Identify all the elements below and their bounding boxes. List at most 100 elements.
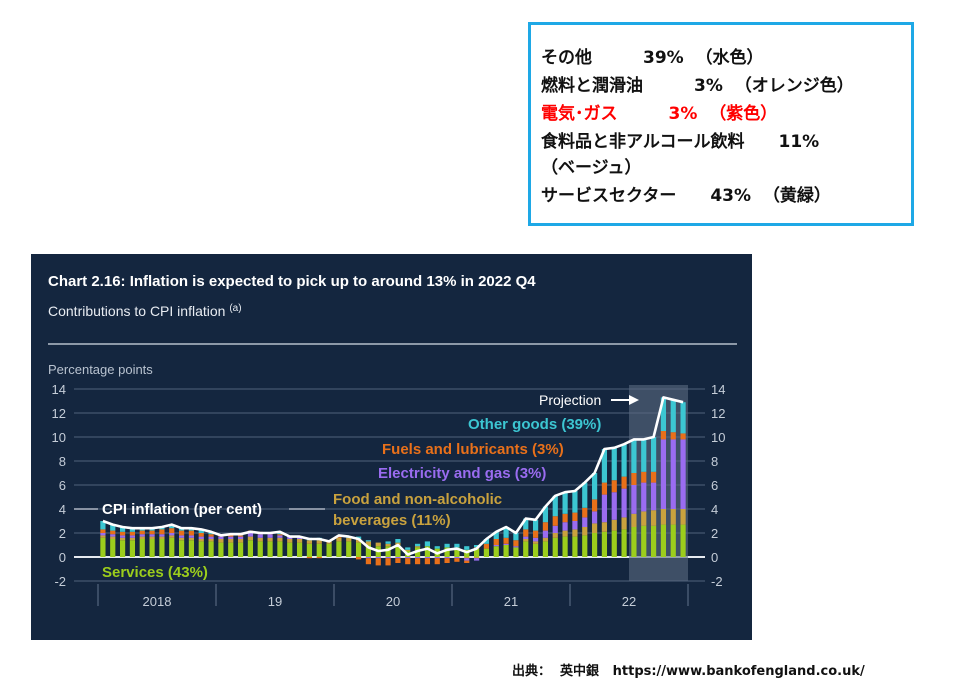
bar-segment xyxy=(621,444,627,477)
bar-segment xyxy=(385,546,391,557)
food-label: Food and non-alcoholic xyxy=(333,491,502,508)
bar-segment xyxy=(277,534,283,536)
bar-segment xyxy=(552,516,558,526)
bar-segment xyxy=(454,547,460,557)
bar-segment xyxy=(267,537,273,542)
bar-segment xyxy=(483,539,490,544)
bar-segment xyxy=(631,513,637,527)
bar-segment xyxy=(178,540,185,557)
bar-segment xyxy=(149,539,155,557)
bar-segment xyxy=(641,511,647,526)
bar-segment xyxy=(159,536,165,539)
bar-segment xyxy=(188,537,195,541)
bar-segment xyxy=(611,480,617,493)
bar-segment xyxy=(631,527,637,557)
bar-segment xyxy=(680,402,686,434)
bar-segment xyxy=(355,542,362,557)
bar-segment xyxy=(405,558,411,565)
food-label-line2: beverages (11%) xyxy=(333,512,451,529)
bar-segment xyxy=(129,537,136,541)
bar-segment xyxy=(660,524,667,557)
bar-segment xyxy=(100,535,106,538)
bar-segment xyxy=(650,482,657,511)
bar-segment xyxy=(641,439,647,472)
annotation-box: その他 39% （水色） 燃料と潤滑油 3% （オレンジ色） 電気･ガス 3% … xyxy=(528,22,914,226)
bar-segment xyxy=(542,506,549,523)
bar-segment xyxy=(247,536,254,541)
bar-segment xyxy=(572,521,578,530)
bar-segment xyxy=(542,537,549,542)
x-tick-label: 2018 xyxy=(143,594,172,609)
note-food: 食料品と非アルコール飲料 11% xyxy=(541,132,820,152)
bar-segment xyxy=(346,541,352,557)
y-tick-label-right: 12 xyxy=(711,406,725,421)
x-tick-label: 20 xyxy=(386,594,400,609)
bar-segment xyxy=(247,533,254,537)
bar-segment xyxy=(110,524,116,531)
bar-segment xyxy=(454,557,460,559)
x-tick-label: 19 xyxy=(268,594,282,609)
bar-segment xyxy=(414,546,421,548)
bar-segment xyxy=(129,540,136,557)
bar-segment xyxy=(208,534,214,537)
bar-segment xyxy=(139,539,145,557)
bar-segment xyxy=(444,547,450,557)
bar-segment xyxy=(601,522,608,532)
bar-segment xyxy=(611,530,617,557)
bar-segment xyxy=(601,482,608,495)
bar-segment xyxy=(119,531,126,536)
bar-segment xyxy=(464,546,470,550)
bar-segment xyxy=(464,557,470,559)
bar-segment xyxy=(660,397,667,431)
bar-segment xyxy=(100,521,106,530)
bar-segment xyxy=(139,536,145,539)
bar-segment xyxy=(169,524,175,529)
bar-segment xyxy=(198,536,204,539)
bar-segment xyxy=(503,527,509,538)
bar-segment xyxy=(129,528,136,532)
y-tick-label-left: 8 xyxy=(59,454,66,469)
bar-segment xyxy=(582,535,588,557)
bar-segment xyxy=(129,535,136,538)
note-services: サービスセクター 43% （黄緑） xyxy=(541,186,831,206)
y-tick-label-left: 12 xyxy=(52,406,66,421)
bar-segment xyxy=(572,512,578,521)
bar-segment xyxy=(218,536,224,539)
bar-segment xyxy=(631,473,637,485)
bar-segment xyxy=(296,542,303,557)
footnote-marker: (a) xyxy=(229,303,241,314)
bar-segment xyxy=(405,547,411,550)
bar-segment xyxy=(532,537,539,542)
bar-segment xyxy=(582,507,588,518)
bar-segment xyxy=(178,537,185,541)
bar-segment xyxy=(395,558,401,563)
bar-segment xyxy=(405,549,411,551)
bar-segment xyxy=(454,543,460,548)
bar-segment xyxy=(326,543,332,557)
bar-segment xyxy=(582,517,588,527)
bar-segment xyxy=(464,560,470,563)
bar-segment xyxy=(523,536,529,539)
bar-segment xyxy=(670,524,676,557)
bar-segment xyxy=(454,558,460,562)
bar-segment xyxy=(552,525,558,533)
bar-segment xyxy=(257,541,263,557)
bar-segment xyxy=(208,536,214,539)
chart: Chart 2.16: Inflation is expected to pic… xyxy=(48,273,737,609)
bar-segment xyxy=(237,535,244,537)
fuels-label: Fuels and lubricants (3%) xyxy=(382,441,564,458)
bar-segment xyxy=(188,535,195,538)
bar-segment xyxy=(670,432,676,440)
bar-segment xyxy=(346,537,352,542)
bar-segment xyxy=(424,546,431,557)
bar-segment xyxy=(365,557,372,559)
bar-segment xyxy=(119,535,126,538)
bar-segment xyxy=(572,491,578,513)
bar-segment xyxy=(552,537,558,557)
bar-segment xyxy=(110,536,116,539)
bar-segment xyxy=(591,533,598,557)
cpi-label: CPI inflation (per cent) xyxy=(102,501,262,518)
bar-segment xyxy=(493,531,499,539)
bar-segment xyxy=(621,517,627,530)
bar-segment xyxy=(631,439,637,473)
